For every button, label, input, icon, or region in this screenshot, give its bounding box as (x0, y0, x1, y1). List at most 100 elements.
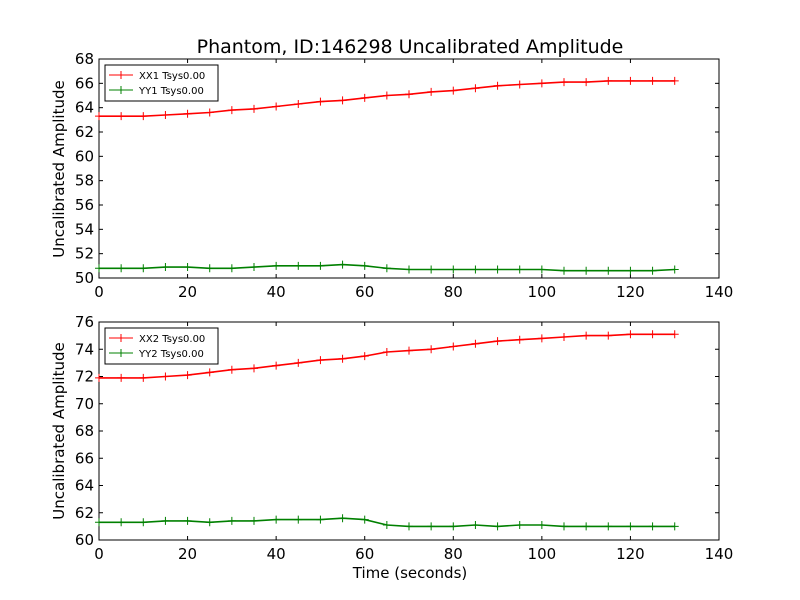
top-ytick-label: 64 (75, 99, 94, 117)
data-point-yy1 (382, 264, 391, 273)
data-point-yy1 (405, 265, 413, 274)
data-point-yy2 (626, 522, 635, 531)
data-point-xx1 (427, 87, 436, 96)
data-point-xx1 (648, 76, 657, 85)
top-ytick-label: 60 (75, 147, 94, 165)
data-point-xx2 (449, 342, 458, 351)
data-point-xx2 (515, 335, 524, 344)
data-point-yy2 (648, 522, 657, 531)
data-point-yy1 (117, 264, 126, 273)
data-point-yy2 (272, 515, 281, 524)
data-point-xx1 (316, 97, 325, 106)
bottom-xtick-label: 140 (705, 545, 734, 563)
legend-marker-xx1 (118, 71, 124, 79)
data-point-yy2 (227, 516, 236, 525)
data-point-xx2 (560, 332, 568, 341)
data-point-yy2 (427, 522, 436, 531)
legend-marker-yy2 (118, 349, 124, 357)
data-point-xx1 (449, 86, 458, 95)
data-point-yy1 (648, 266, 657, 275)
data-point-xx1 (205, 108, 214, 117)
bottom-xtick-label: 20 (178, 545, 197, 563)
bottom-ytick-label: 70 (75, 395, 94, 413)
data-point-yy1 (582, 266, 591, 275)
bottom-xtick-label: 40 (267, 545, 286, 563)
data-point-xx1 (360, 93, 369, 102)
data-point-xx2 (183, 371, 192, 380)
data-point-yy2 (139, 518, 148, 527)
top-xtick-label: 120 (616, 283, 645, 301)
chart-title: Phantom, ID:146298 Uncalibrated Amplitud… (197, 36, 624, 58)
legend-label-yy2: YY2 Tsys0.00 (138, 349, 204, 360)
data-point-yy1 (95, 264, 103, 273)
data-point-xx2 (670, 330, 679, 339)
data-point-xx2 (117, 373, 126, 382)
data-point-xx2 (360, 352, 369, 361)
x-axis-label: Time (seconds) (352, 564, 468, 582)
data-point-xx2 (227, 365, 236, 374)
data-point-xx2 (582, 331, 591, 340)
top-legend-frame (104, 64, 219, 102)
legend-marker-xx2 (118, 334, 124, 342)
top-panel-frame (98, 58, 720, 279)
data-point-yy1 (227, 264, 236, 273)
data-point-xx2 (648, 330, 657, 339)
data-point-yy2 (515, 521, 524, 530)
data-point-yy2 (250, 516, 258, 525)
data-point-xx1 (560, 78, 568, 87)
data-point-xx2 (626, 330, 635, 339)
legend-label-yy1: YY1 Tsys0.00 (138, 86, 204, 97)
top-ytick-label: 50 (75, 269, 94, 287)
top-xtick-label: 80 (444, 283, 463, 301)
data-point-yy2 (161, 516, 170, 525)
data-point-yy2 (582, 522, 591, 531)
top-ytick-label: 54 (75, 220, 94, 238)
data-point-xx2 (338, 354, 347, 363)
data-point-yy1 (205, 264, 214, 273)
top-xtick-label: 40 (267, 283, 286, 301)
data-point-yy1 (449, 265, 458, 274)
top-ytick-label: 62 (75, 123, 94, 141)
top-panel-plot: 0 20 40 60 80 100 120 140 50 52 54 56 58 60 62 64 66 68 XX… (75, 50, 733, 301)
data-point-yy1 (493, 265, 502, 274)
data-point-xx1 (471, 84, 480, 93)
data-point-yy1 (316, 261, 325, 270)
data-point-xx2 (161, 372, 170, 381)
bottom-legend-frame (104, 327, 219, 365)
data-point-yy1 (515, 265, 524, 274)
data-point-yy2 (405, 522, 413, 531)
data-point-yy2 (338, 514, 347, 523)
data-point-xx2 (604, 331, 613, 340)
data-point-xx1 (493, 81, 502, 90)
data-point-xx1 (515, 80, 524, 89)
data-point-yy2 (670, 522, 679, 531)
top-ytick-label: 66 (75, 74, 94, 92)
bottom-panel-plot: 0 20 40 60 80 100 120 140 60 62 64 66 68 70 72 74 76 XX2 … (75, 313, 733, 563)
bottom-panel-ylabel: Uncalibrated Amplitude (50, 342, 68, 519)
data-point-yy1 (537, 265, 546, 274)
top-xtick-label: 20 (178, 283, 197, 301)
data-point-yy1 (427, 265, 436, 274)
data-point-yy1 (560, 266, 568, 275)
data-point-yy2 (117, 518, 126, 527)
data-point-yy2 (360, 515, 369, 524)
data-point-xx1 (294, 100, 303, 109)
data-point-xx1 (117, 112, 126, 121)
data-point-xx1 (582, 78, 591, 87)
top-ytick-label: 58 (75, 172, 94, 190)
data-point-yy1 (670, 265, 679, 274)
data-point-xx2 (272, 361, 281, 370)
top-panel-ylabel: Uncalibrated Amplitude (50, 80, 68, 257)
data-point-yy2 (604, 522, 613, 531)
legend-label-xx1: XX1 Tsys0.00 (139, 71, 205, 82)
top-xtick-label: 140 (705, 283, 734, 301)
data-point-xx1 (183, 109, 192, 118)
bottom-xtick-label: 0 (94, 545, 104, 563)
data-point-xx1 (626, 76, 635, 85)
data-point-yy2 (183, 516, 192, 525)
data-point-yy1 (604, 266, 613, 275)
data-point-xx2 (537, 334, 546, 343)
data-point-xx2 (316, 356, 325, 365)
data-point-yy2 (560, 522, 568, 531)
